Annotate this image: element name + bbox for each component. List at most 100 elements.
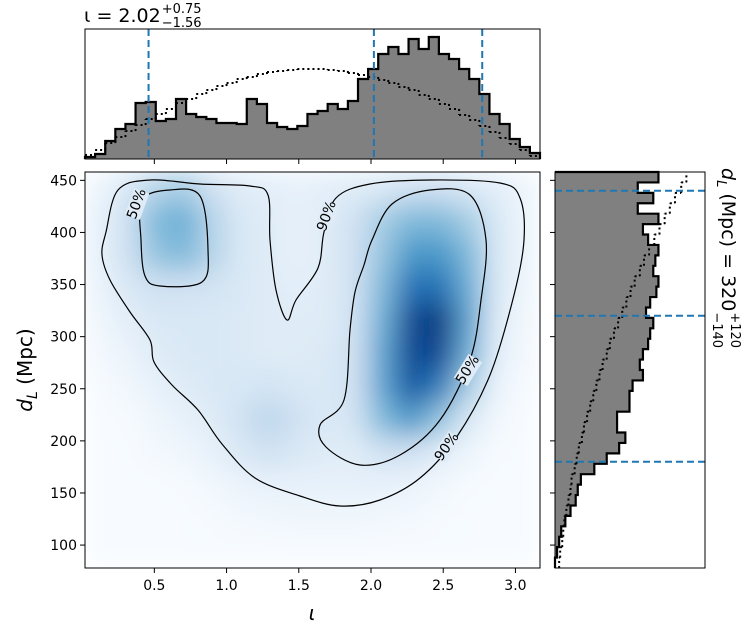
x-label: ι — [309, 601, 316, 625]
density-cell — [112, 237, 143, 272]
density-cell — [397, 402, 427, 437]
density-cell — [368, 402, 399, 437]
density-cell — [226, 435, 257, 470]
density-cell — [255, 303, 285, 338]
density-cell — [312, 270, 342, 305]
density-cell — [112, 534, 143, 568]
density-cell — [368, 172, 399, 206]
density-cell — [198, 468, 228, 503]
density-cell — [368, 534, 399, 568]
density-cell — [112, 270, 143, 305]
posterior-fill — [555, 172, 659, 568]
density-cell — [85, 435, 114, 470]
density-cell — [226, 402, 257, 437]
density-cell — [397, 534, 427, 568]
density-cell — [482, 237, 513, 272]
density-cell — [198, 204, 228, 239]
density-cell — [85, 402, 114, 437]
density-cell — [454, 468, 484, 503]
density-cell — [425, 303, 456, 338]
title-text: ι = 2.02 — [84, 5, 161, 27]
density-cell — [169, 402, 200, 437]
density-cell — [482, 501, 513, 536]
density-cell — [340, 237, 370, 272]
density-cell — [425, 336, 456, 371]
density-cell — [397, 204, 427, 239]
density-cell — [226, 468, 257, 503]
density-cell — [368, 270, 399, 305]
density-cell — [141, 237, 171, 272]
density-cell — [85, 204, 114, 239]
density-cell — [482, 402, 513, 437]
contour-label-bg — [453, 353, 483, 387]
density-cell — [198, 303, 228, 338]
density-cell — [511, 402, 540, 437]
density-cell — [397, 369, 427, 404]
y-tick-label: 150 — [50, 486, 77, 502]
density-cell — [255, 172, 285, 206]
density-cell — [340, 172, 370, 206]
density-cell — [283, 172, 313, 206]
density-cell — [511, 435, 540, 470]
density-cell — [283, 270, 313, 305]
density-cell — [169, 501, 200, 536]
y-tick-label: 350 — [50, 278, 77, 294]
title-plus: +0.75 — [162, 2, 202, 17]
density-cell — [169, 270, 200, 305]
density-cell — [482, 468, 513, 503]
density-cell — [169, 435, 200, 470]
y-tick-label: 100 — [50, 538, 77, 554]
density-cell — [368, 336, 399, 371]
density-cell — [397, 435, 427, 470]
density-cell — [85, 468, 114, 503]
density-cell — [312, 369, 342, 404]
density-cell — [283, 369, 313, 404]
density-cell — [368, 303, 399, 338]
density-cell — [198, 172, 228, 206]
rt-minus: −140 — [709, 312, 724, 348]
density-cell — [169, 336, 200, 371]
y-tick-label: 250 — [50, 382, 77, 398]
density-cell — [141, 270, 171, 305]
density-cell — [397, 501, 427, 536]
y-tick-label: 400 — [50, 225, 77, 241]
density-cell — [255, 369, 285, 404]
main-frame — [84, 171, 541, 569]
posterior-outline — [553, 170, 660, 568]
contour-label-bg — [124, 188, 150, 220]
density-cell — [169, 237, 200, 272]
density-cell — [482, 534, 513, 568]
density-cell — [198, 369, 228, 404]
density-cell — [141, 468, 171, 503]
density-cell — [169, 369, 200, 404]
density-cell — [511, 468, 540, 503]
density-cell — [141, 534, 171, 568]
density-cell — [169, 534, 200, 568]
density-cell — [112, 435, 143, 470]
density-cell — [368, 204, 399, 239]
density-cell — [283, 402, 313, 437]
density-cell — [226, 237, 257, 272]
density-cell — [226, 501, 257, 536]
svg-text:dL (Mpc): dL (Mpc) — [13, 328, 41, 411]
density-cell — [169, 204, 200, 239]
density-cell — [141, 501, 171, 536]
density-cell — [283, 468, 313, 503]
y-tick-label: 300 — [50, 330, 77, 346]
svg-text:dL (Mpc) = 320+120: dL (Mpc) = 320+120 — [713, 168, 742, 348]
rt-plus: +120 — [727, 312, 742, 348]
density-cell — [397, 468, 427, 503]
density-cell — [425, 369, 456, 404]
density-cell — [482, 172, 513, 206]
density-cell — [425, 237, 456, 272]
density-cell — [85, 369, 114, 404]
density-cell — [425, 270, 456, 305]
yl-text: (Mpc) — [13, 328, 37, 391]
y-tick-label: 200 — [50, 434, 77, 450]
density-cell — [425, 534, 456, 568]
y-tick-label: 450 — [50, 173, 77, 189]
yl-symbol: d — [13, 399, 37, 412]
density-cell — [198, 270, 228, 305]
contour-label-bg — [432, 430, 462, 464]
